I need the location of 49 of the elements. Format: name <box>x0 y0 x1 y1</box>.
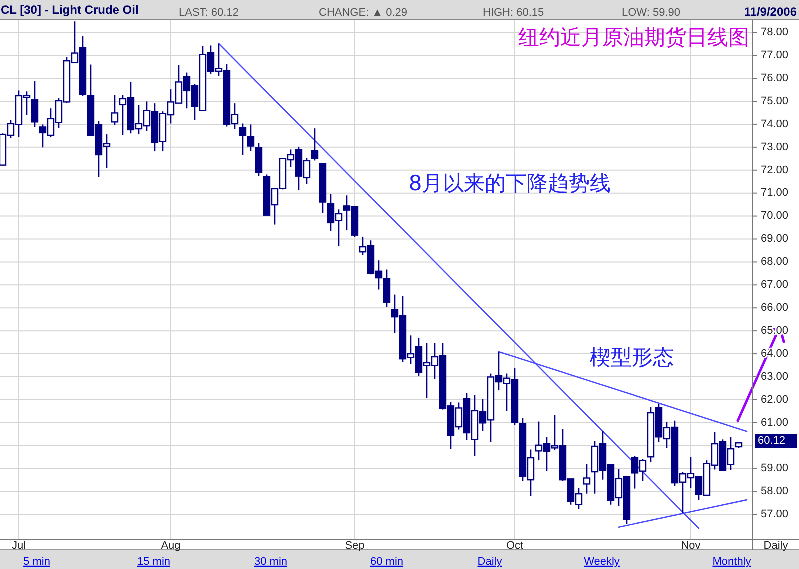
y-tick-label: 75.00 <box>761 95 789 108</box>
text: 11/9/2006 <box>744 5 798 20</box>
text: 5 min <box>24 556 50 568</box>
annotation: 楔型形态 <box>590 346 674 370</box>
y-tick-label: 71.00 <box>761 187 789 200</box>
y-tick-label: 76.00 <box>761 72 789 84</box>
x-tick-label: Sep <box>345 540 365 552</box>
y-tick-label: 73.00 <box>761 141 789 154</box>
text: Monthly <box>712 556 752 568</box>
y-tick-label: 57.00 <box>761 508 789 521</box>
text: Daily <box>478 556 503 568</box>
text: 15 min <box>137 556 171 568</box>
chart-subtitle: CL [30] - Light Crude Oil <box>1 3 139 18</box>
text: 30 min <box>254 556 288 568</box>
y-tick-label: 61.00 <box>761 416 789 429</box>
text: 60 min <box>370 556 404 568</box>
text: LOW: 59.90 <box>622 6 680 19</box>
text: HIGH: 60.15 <box>483 6 544 19</box>
text: Weekly <box>584 556 620 568</box>
x-tick-label: Oct <box>506 540 524 552</box>
text: LAST: 60.12 <box>179 6 239 19</box>
candlestick <box>31 80 39 128</box>
y-tick-label: 77.00 <box>761 49 789 62</box>
x-tick-label: Aug <box>161 540 181 552</box>
candlestick <box>383 269 391 308</box>
y-tick-label: 66.00 <box>761 302 789 314</box>
y-tick-label: 59.00 <box>761 462 789 475</box>
y-tick-label: 63.00 <box>761 370 789 383</box>
candlestick <box>247 124 255 152</box>
x-tick-label: Jul <box>12 540 26 552</box>
y-tick-label: 69.00 <box>761 233 789 246</box>
y-tick-label: 62.00 <box>761 394 789 406</box>
candlestick <box>111 94 119 126</box>
y-tick-label: 67.00 <box>761 279 789 292</box>
y-tick-label: 68.00 <box>761 256 789 268</box>
y-tick-label: 70.00 <box>761 210 789 222</box>
x-tick-label: Nov <box>681 540 702 552</box>
candlestick <box>239 123 247 156</box>
y-tick-label: 72.00 <box>761 164 789 176</box>
y-tick-label: 58.00 <box>761 486 789 498</box>
chart-title: 纽约近月原油期货日线图 <box>518 26 750 50</box>
annotation: 8月以来的下降趋势线 <box>408 172 612 196</box>
y-tick-label: 74.00 <box>761 118 789 130</box>
candlestick <box>311 128 319 162</box>
text: 60.12 <box>758 434 786 447</box>
y-tick-label: 78.00 <box>761 26 789 39</box>
text: CHANGE: ▲ 0.29 <box>319 6 408 19</box>
candlestick <box>583 463 591 495</box>
text: Daily <box>764 540 789 552</box>
